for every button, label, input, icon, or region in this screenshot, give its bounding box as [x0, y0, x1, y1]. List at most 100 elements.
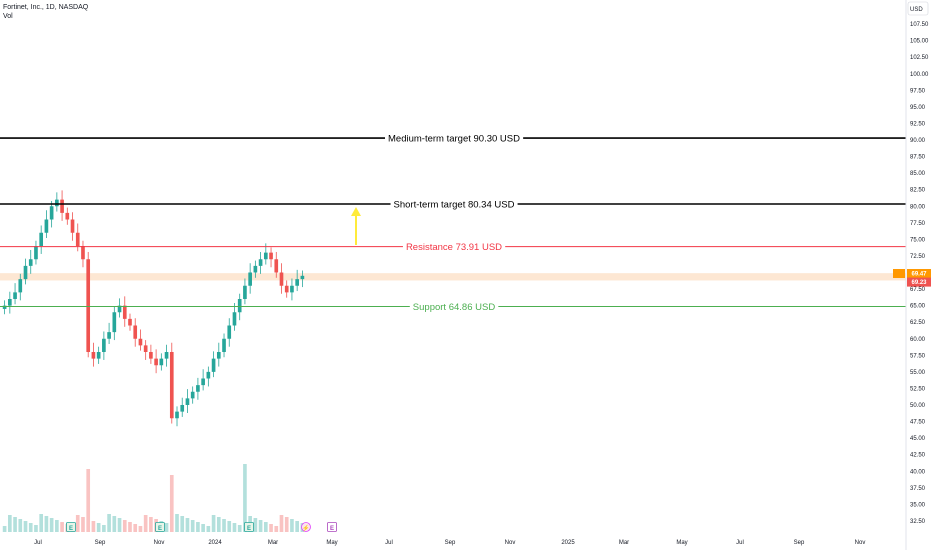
candle [284, 280, 289, 298]
candle [169, 342, 174, 424]
event-marker-earnings[interactable]: E [244, 522, 254, 533]
candle [107, 322, 111, 345]
time-tick-label: Jul [385, 540, 393, 546]
volume-bar [227, 521, 232, 532]
volume-bar [190, 520, 195, 532]
candle [211, 351, 216, 378]
candle [81, 240, 85, 268]
volume-bar [206, 526, 211, 532]
volume-bar [185, 518, 190, 532]
candle [65, 207, 70, 225]
volume-bar [169, 475, 174, 532]
price-tick-label: 82.50 [910, 188, 926, 194]
candle [102, 331, 106, 360]
event-marker-earnings[interactable]: E [155, 522, 165, 533]
volume-bar [295, 521, 299, 532]
time-tick-label: Sep [95, 540, 106, 546]
candle [258, 251, 263, 274]
candle [269, 247, 273, 268]
horizontal-lines: Medium-term target 90.30 USD90.30 Short-t… [0, 133, 931, 313]
hline-label: Support 64.86 USD [413, 302, 496, 313]
price-tick-label: 105.00 [910, 39, 929, 45]
price-tick-label: 60.00 [910, 337, 926, 343]
candle [159, 353, 164, 371]
candle [154, 349, 158, 374]
hline-label: Resistance 73.91 USD [406, 242, 502, 253]
time-tick-label: Jul [736, 540, 744, 546]
event-markers: E E E ⚡ E [66, 522, 337, 533]
time-tick-label: 2025 [561, 540, 575, 546]
volume-bar [211, 515, 216, 532]
volume-bar [75, 515, 80, 532]
candle [91, 342, 96, 367]
candle [222, 333, 226, 358]
pre-market-tag [893, 269, 905, 279]
event-marker-split[interactable]: ⚡ [301, 522, 311, 533]
currency-label: USD [910, 7, 923, 13]
candle [112, 306, 117, 341]
volume-bars [2, 464, 305, 532]
volume-bar [91, 521, 96, 532]
volume-bar [284, 517, 289, 532]
candle [55, 192, 59, 212]
time-tick-label: Nov [505, 540, 516, 546]
volume-bar [8, 515, 12, 532]
candle [216, 342, 221, 367]
candlesticks [2, 190, 305, 427]
candle [18, 273, 23, 301]
hline-support[interactable]: Support 64.86 USD64.86 [0, 301, 931, 313]
hline-target[interactable]: Medium-term target 90.30 USD90.30 [0, 133, 931, 145]
candle [23, 258, 28, 285]
time-axis: Jul Sep Nov 2024 Mar May Jul Sep Nov 2025 Mar May Ju… [34, 540, 865, 546]
candle [227, 318, 232, 347]
price-axis: USD 107.50 105.00 102.50 100.00 97.50 95.00 92.… [893, 0, 932, 550]
price-tick-label: 72.50 [910, 254, 926, 260]
price-tick-label: 95.00 [910, 105, 926, 111]
price-tick-label: 97.50 [910, 88, 926, 94]
volume-bar [107, 514, 111, 532]
candle [28, 249, 33, 274]
volume-bar [253, 518, 258, 532]
volume-bar [138, 526, 143, 532]
volume-bar [222, 519, 226, 532]
candle [180, 397, 185, 417]
candle [70, 212, 75, 241]
price-tick-label: 35.00 [910, 502, 926, 508]
volume-bar [180, 516, 185, 532]
time-tick-label: Sep [794, 540, 805, 546]
candle [75, 223, 80, 252]
current-price-badge [907, 277, 931, 287]
hline-resistance[interactable]: Resistance 73.91 USD73.91 [0, 241, 931, 253]
volume-bar [55, 520, 59, 532]
event-marker-text: E [247, 526, 251, 532]
volume-bar [18, 519, 23, 532]
candle [190, 386, 195, 404]
volume-bar [201, 524, 205, 532]
price-tick-label: 50.00 [910, 403, 926, 409]
candle [2, 300, 7, 315]
candle [295, 269, 299, 292]
price-tick-label: 32.50 [910, 519, 926, 525]
hline-label: Short-term target 80.34 USD [394, 199, 515, 210]
candle [253, 260, 258, 278]
volume-bar [81, 517, 85, 532]
volume-bar [149, 517, 153, 532]
hline-target[interactable]: Short-term target 80.34 USD80.34 [0, 199, 931, 211]
price-highlight-band [0, 273, 906, 281]
event-marker-earnings[interactable]: E [66, 522, 76, 533]
event-marker-upcoming[interactable]: E [327, 522, 337, 533]
candle [133, 318, 138, 347]
candle [39, 225, 44, 254]
candle [96, 346, 101, 364]
candle [49, 200, 54, 228]
candle [274, 251, 279, 278]
current-price-text: 69.47 [911, 272, 927, 278]
candle [60, 190, 64, 221]
candle [196, 377, 200, 400]
price-tick-label: 42.50 [910, 453, 926, 459]
price-tick-label: 90.00 [910, 138, 926, 144]
event-marker-text: E [69, 526, 73, 532]
volume-bar [86, 469, 91, 532]
volume-bar [263, 522, 268, 532]
